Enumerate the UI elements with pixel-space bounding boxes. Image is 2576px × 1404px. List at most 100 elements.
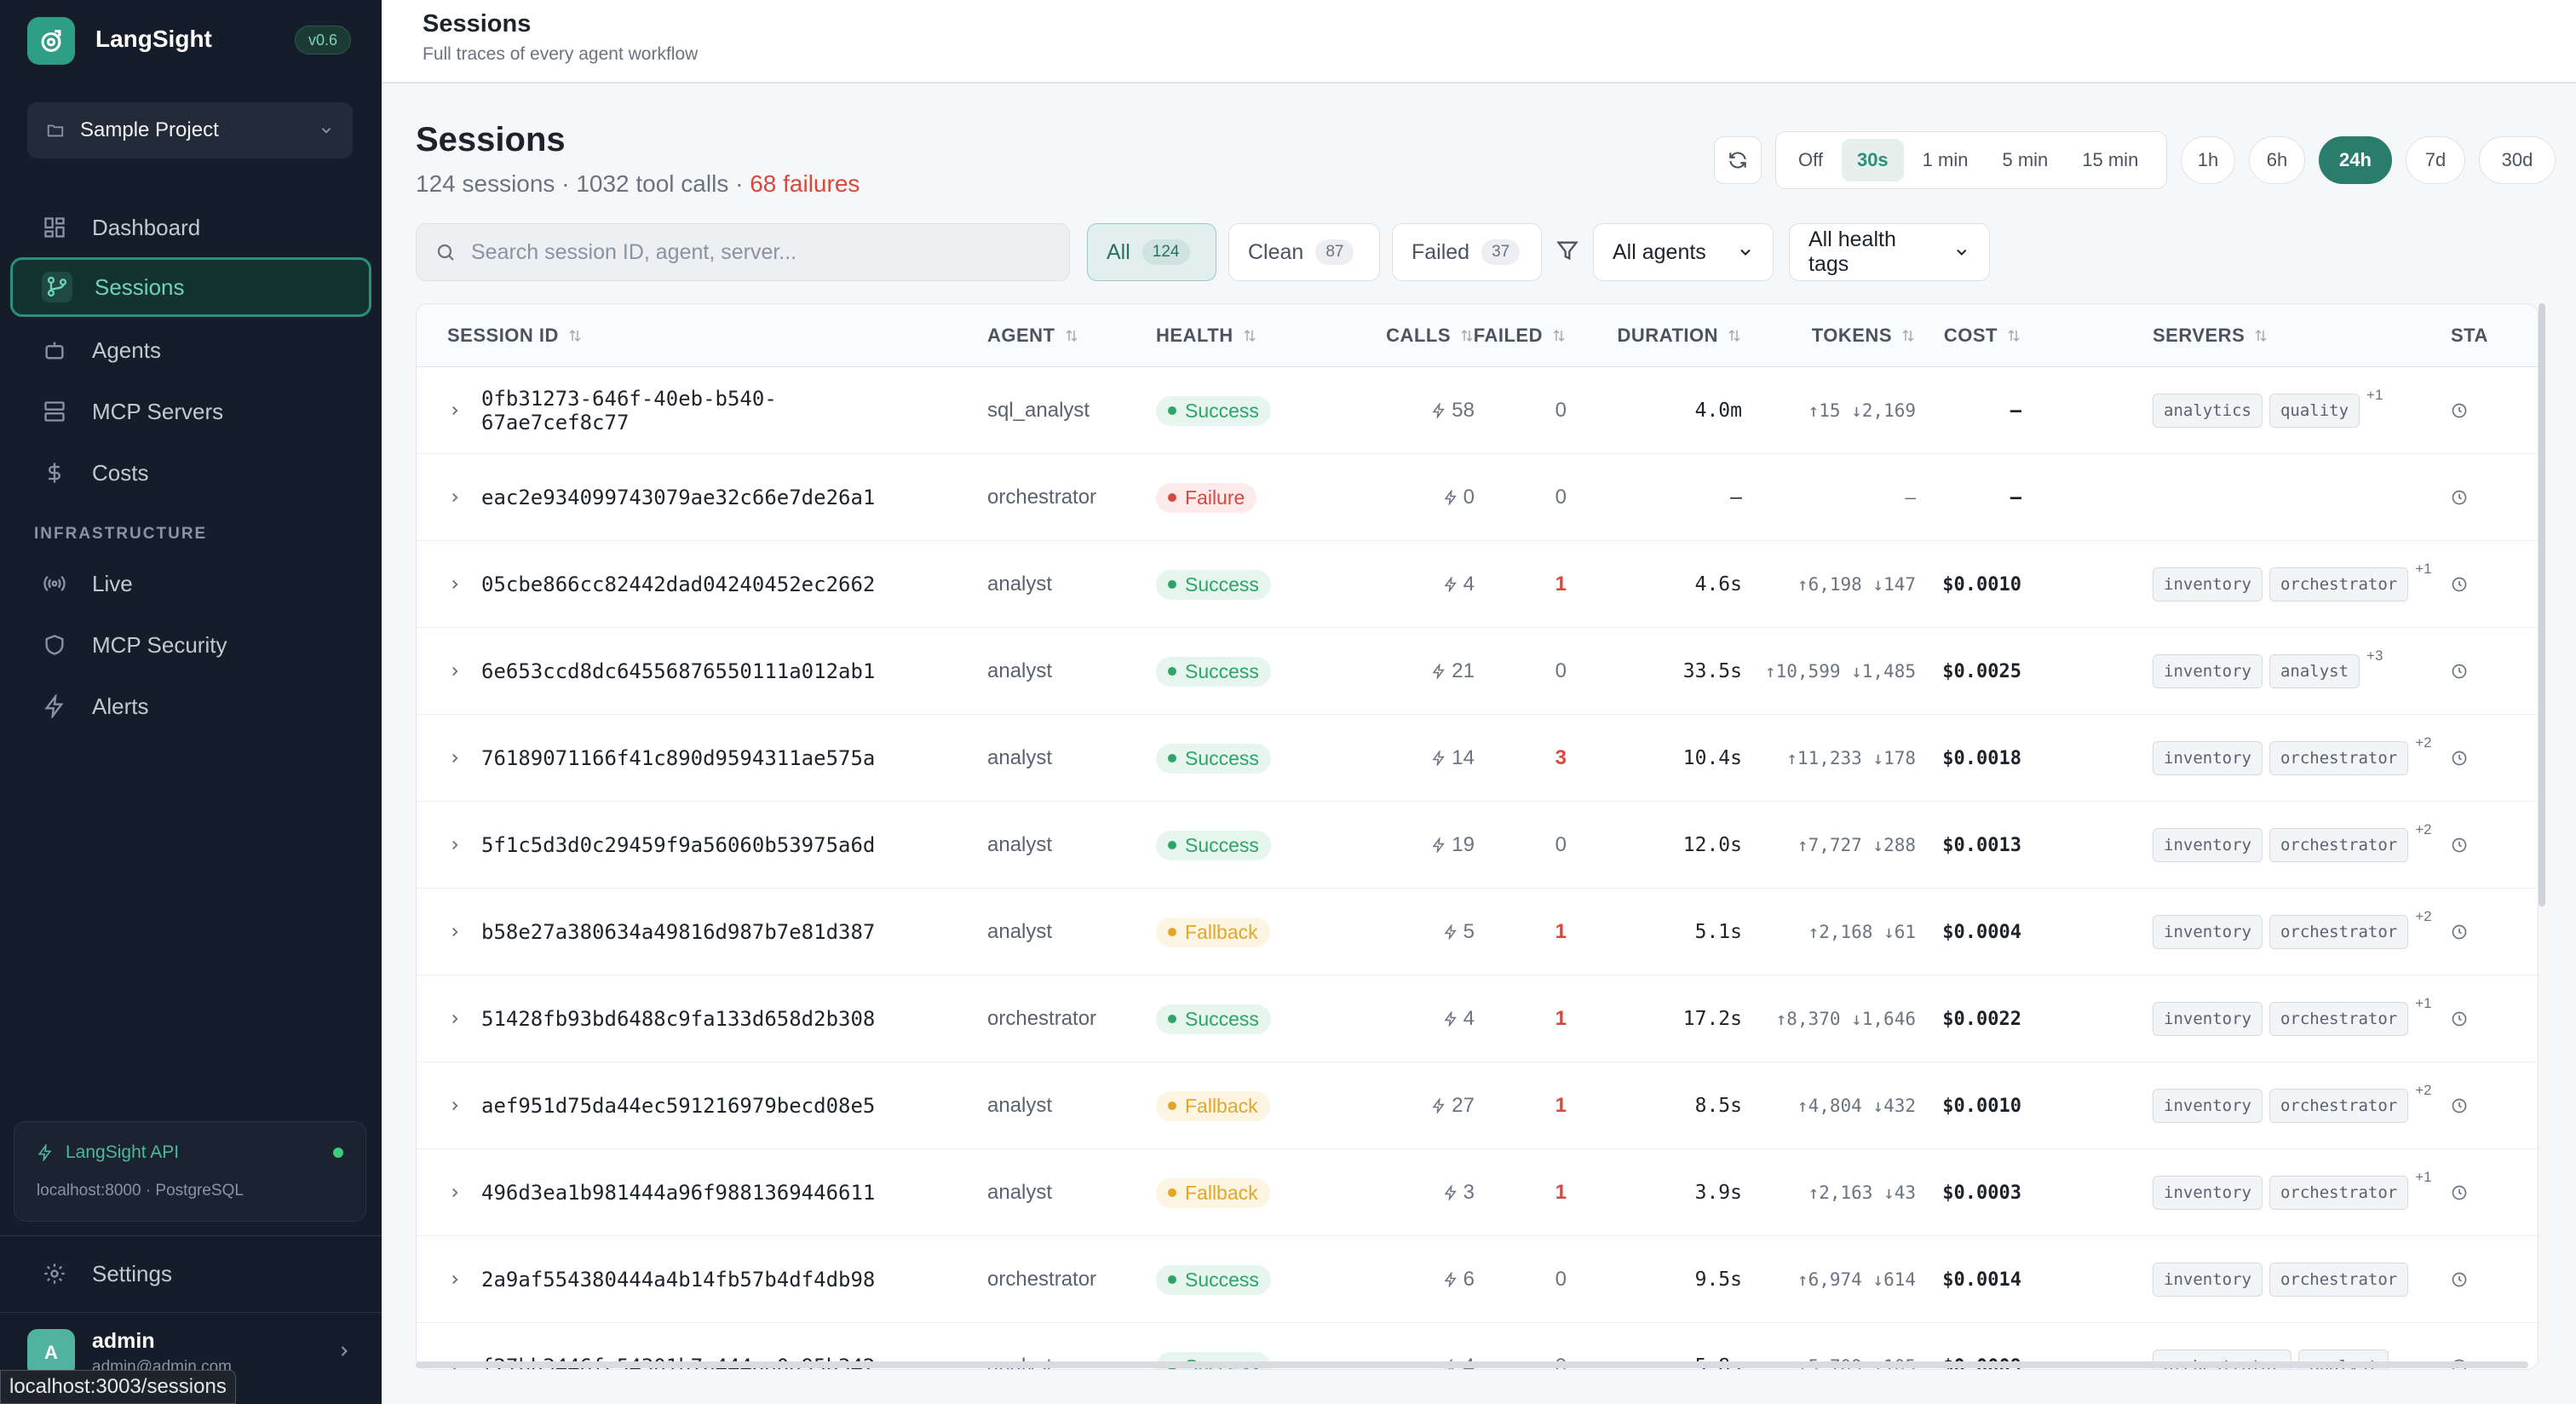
refresh-button[interactable] (1714, 136, 1762, 184)
table-row[interactable]: 5f1c5d3d0c29459f9a56060b53975a6d analyst… (417, 802, 2538, 889)
search-input[interactable] (471, 239, 1050, 265)
filter-chip-all[interactable]: All 124 (1087, 223, 1216, 281)
table-row[interactable]: 6e653ccd8dc64556876550111a012ab1 analyst… (417, 628, 2538, 715)
column-header-health[interactable]: HEALTH (1156, 304, 1292, 367)
server-tag[interactable]: inventory (2153, 1002, 2263, 1036)
session-id[interactable]: 51428fb93bd6488c9fa133d658d2b308 (481, 1007, 876, 1031)
servers-cell: inventory orchestrator (2153, 1236, 2510, 1323)
table-row[interactable]: eac2e934099743079ae32c66e7de26a1 orchest… (417, 454, 2538, 541)
sidebar-item-live[interactable]: Live (10, 554, 371, 613)
column-header-cost[interactable]: COST (1924, 304, 2021, 367)
expand-row-button[interactable] (447, 1011, 463, 1027)
server-tag[interactable]: inventory (2153, 741, 2263, 775)
server-tag[interactable]: orchestrator (2268, 1089, 2409, 1123)
server-tag[interactable]: inventory (2153, 1176, 2263, 1210)
session-id[interactable]: 5f1c5d3d0c29459f9a56060b53975a6d (481, 833, 876, 857)
server-tag[interactable]: inventory (2153, 915, 2263, 949)
session-id[interactable]: b58e27a380634a49816d987b7e81d387 (481, 920, 876, 944)
health-label: Fallback (1185, 920, 1258, 943)
server-tag[interactable]: orchestrator (2268, 1002, 2409, 1036)
health-dot (1168, 1102, 1176, 1110)
table-row[interactable]: 76189071166f41c890d9594311ae575a analyst… (417, 715, 2538, 802)
table-row[interactable]: 0fb31273-646f-40eb-b540-67ae7cef8c77 sql… (417, 367, 2538, 454)
table-row[interactable]: 2a9af554380444a4b14fb57b4df4db98 orchest… (417, 1236, 2538, 1323)
session-id[interactable]: 496d3ea1b981444a96f9881369446611 (481, 1181, 876, 1205)
health-tags-select[interactable]: All health tags (1789, 223, 1990, 281)
server-tag[interactable]: analyst (2268, 654, 2360, 688)
table-row[interactable]: 496d3ea1b981444a96f9881369446611 analyst… (417, 1149, 2538, 1236)
sort-icon (1728, 329, 1740, 342)
expand-row-button[interactable] (447, 1098, 463, 1113)
server-tag[interactable]: inventory (2153, 828, 2263, 862)
column-header-agent[interactable]: AGENT (987, 304, 1124, 367)
session-id[interactable]: 76189071166f41c890d9594311ae575a (481, 746, 876, 770)
sidebar-item-alerts[interactable]: Alerts (10, 676, 371, 736)
refresh-option-off[interactable]: Off (1798, 149, 1823, 170)
server-tag[interactable]: inventory (2153, 654, 2263, 688)
table-row[interactable]: 05cbe866cc82442dad04240452ec2662 analyst… (417, 541, 2538, 628)
range-30d[interactable]: 30d (2479, 136, 2556, 184)
sidebar-item-mcp-servers[interactable]: MCP Servers (10, 382, 371, 441)
project-selector[interactable]: Sample Project (27, 102, 353, 158)
column-header-failed[interactable]: FAILED (1473, 304, 1567, 367)
server-tag[interactable]: orchestrator (2268, 915, 2409, 949)
sidebar-item-settings[interactable]: Settings (10, 1244, 371, 1303)
column-header-duration[interactable]: DURATION (1592, 304, 1742, 367)
refresh-option-5min[interactable]: 5 min (2002, 149, 2049, 170)
sidebar-item-costs[interactable]: Costs (10, 443, 371, 503)
expand-row-button[interactable] (447, 403, 463, 418)
filter-chip-clean[interactable]: Clean 87 (1228, 223, 1380, 281)
table-row[interactable]: b58e27a380634a49816d987b7e81d387 analyst… (417, 889, 2538, 975)
range-6h[interactable]: 6h (2249, 136, 2305, 184)
column-header-calls[interactable]: CALLS (1320, 304, 1475, 367)
session-id[interactable]: eac2e934099743079ae32c66e7de26a1 (481, 486, 876, 509)
failed-count: 0 (1555, 486, 1567, 509)
horizontal-scrollbar[interactable] (416, 1361, 2528, 1368)
expand-row-button[interactable] (447, 1185, 463, 1200)
sidebar-item-mcp-security[interactable]: MCP Security (10, 615, 371, 675)
refresh-option-30s[interactable]: 30s (1841, 139, 1904, 181)
expand-row-button[interactable] (447, 664, 463, 679)
server-tag[interactable]: orchestrator (2268, 1176, 2409, 1210)
failed-count: 1 (1555, 1181, 1567, 1204)
server-tag[interactable]: analytics (2153, 394, 2263, 428)
session-id[interactable]: 6e653ccd8dc64556876550111a012ab1 (481, 659, 876, 683)
server-tag[interactable]: orchestrator (2268, 741, 2409, 775)
server-tag[interactable]: orchestrator (2268, 1263, 2409, 1297)
session-id[interactable]: 0fb31273-646f-40eb-b540-67ae7cef8c77 (481, 387, 777, 434)
expand-row-button[interactable] (447, 751, 463, 766)
session-id[interactable]: aef951d75da44ec591216979becd08e5 (481, 1094, 876, 1118)
expand-row-button[interactable] (447, 924, 463, 940)
server-tag[interactable]: inventory (2153, 1089, 2263, 1123)
expand-row-button[interactable] (447, 577, 463, 592)
expand-row-button[interactable] (447, 490, 463, 505)
sort-icon (2255, 329, 2267, 342)
column-header-sta[interactable]: STA (2451, 325, 2488, 346)
vertical-scrollbar[interactable] (2539, 303, 2545, 906)
agents-select[interactable]: All agents (1593, 223, 1774, 281)
expand-row-button[interactable] (447, 837, 463, 853)
session-id[interactable]: 05cbe866cc82442dad04240452ec2662 (481, 573, 876, 596)
column-header-session-id[interactable]: SESSION ID (447, 304, 703, 367)
range-7d[interactable]: 7d (2406, 136, 2465, 184)
refresh-option-1min[interactable]: 1 min (1922, 149, 1969, 170)
refresh-option-15min[interactable]: 15 min (2082, 149, 2139, 170)
range-24h[interactable]: 24h (2319, 136, 2392, 184)
table-row[interactable]: aef951d75da44ec591216979becd08e5 analyst… (417, 1062, 2538, 1149)
server-tag[interactable]: quality (2268, 394, 2360, 428)
range-1h[interactable]: 1h (2181, 136, 2235, 184)
sidebar-item-dashboard[interactable]: Dashboard (10, 198, 371, 257)
expand-row-button[interactable] (447, 1272, 463, 1287)
filter-chip-failed[interactable]: Failed 37 (1392, 223, 1542, 281)
table-row[interactable]: 51428fb93bd6488c9fa133d658d2b308 orchest… (417, 975, 2538, 1062)
sidebar-item-sessions[interactable]: Sessions (10, 257, 371, 317)
server-tag[interactable]: orchestrator (2268, 567, 2409, 601)
sidebar-item-agents[interactable]: Agents (10, 320, 371, 380)
session-id[interactable]: 2a9af554380444a4b14fb57b4df4db98 (481, 1268, 876, 1292)
column-header-servers[interactable]: SERVERS (2153, 304, 2408, 367)
server-tag[interactable]: orchestrator (2268, 828, 2409, 862)
server-tag[interactable]: inventory (2153, 567, 2263, 601)
bolt-icon (1444, 577, 1457, 592)
column-header-tokens[interactable]: TOKENS (1745, 304, 1916, 367)
server-tag[interactable]: inventory (2153, 1263, 2263, 1297)
